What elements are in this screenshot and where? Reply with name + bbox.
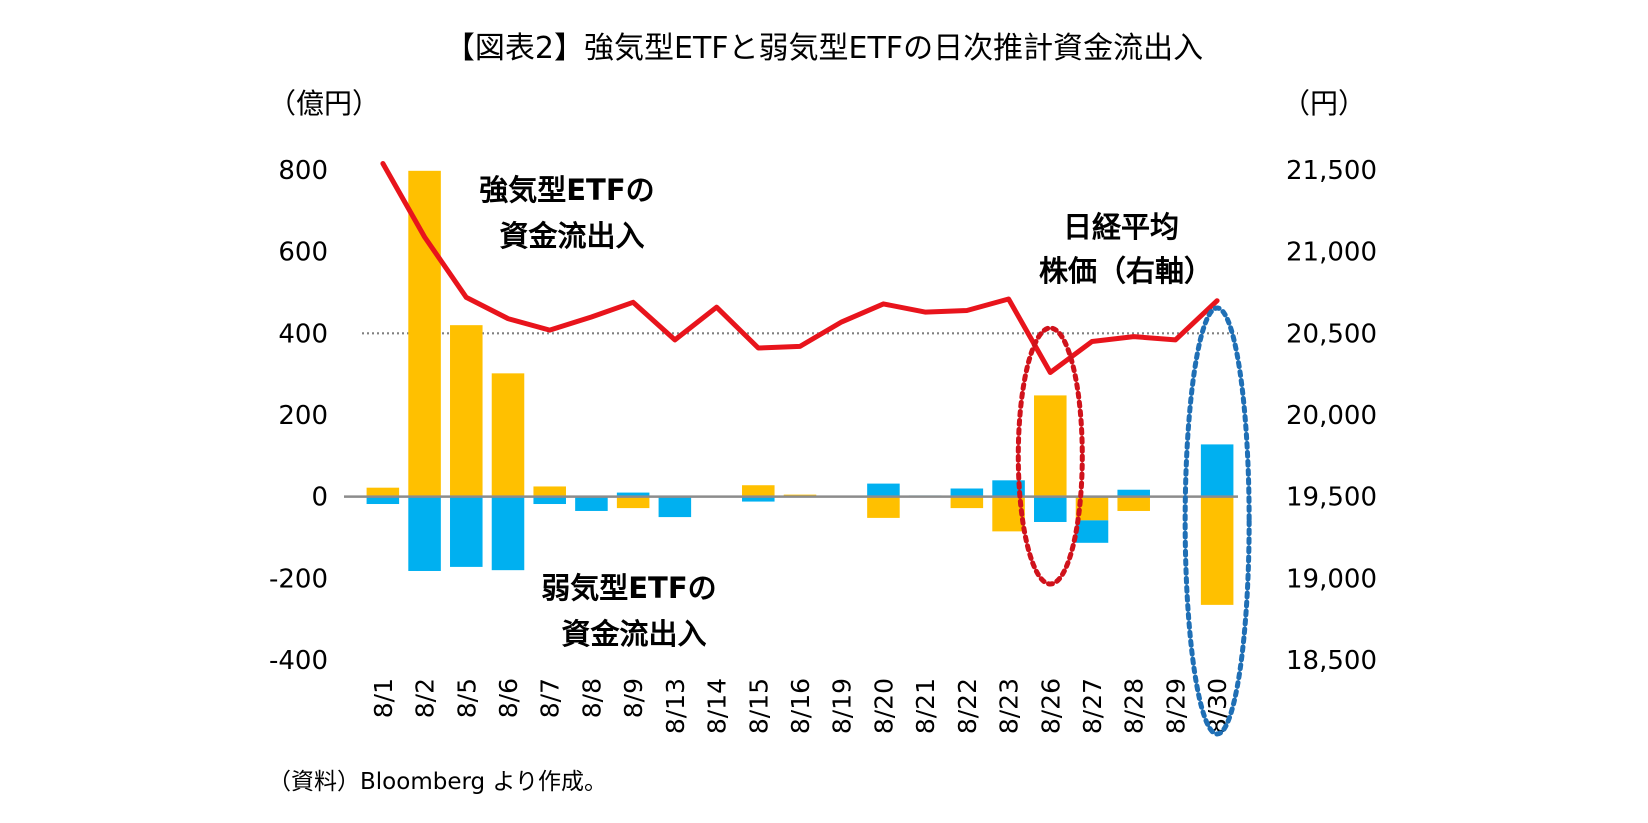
right-tick-label: 20,500 xyxy=(1286,319,1377,349)
bear-etf-bar-8/20 xyxy=(867,483,900,497)
x-tick-label: 8/2 xyxy=(411,678,440,718)
bear-etf-bar-8/2 xyxy=(408,496,441,571)
highlight-ellipse-8/30 xyxy=(1182,305,1252,737)
chart-title: 【図表2】強気型ETFと弱気型ETFの日次推計資金流出入 xyxy=(445,31,1203,66)
bull-etf-bar-8/7 xyxy=(533,486,566,497)
x-tick-label: 8/16 xyxy=(786,678,815,734)
left-tick-label: 400 xyxy=(278,319,328,349)
bull-etf-bar-8/30 xyxy=(1200,496,1234,605)
bear-etf-bar-8/15 xyxy=(742,496,775,502)
x-tick-label: 8/7 xyxy=(536,678,565,718)
highlight-layer xyxy=(1015,305,1252,737)
bull-etf-bar-8/20 xyxy=(867,496,900,518)
x-tick-label: 8/27 xyxy=(1078,678,1107,734)
right-axis-unit: （円） xyxy=(1282,87,1366,120)
bear-etf-bar-8/9 xyxy=(616,492,650,497)
bull-etf-label-line2: 資金流出入 xyxy=(499,219,644,253)
bull-etf-bar-8/5 xyxy=(450,325,483,497)
bull-etf-bar-8/1 xyxy=(366,487,400,497)
bull-etf-bar-8/27 xyxy=(1075,496,1109,521)
ticks-layer: -400 -200 0 200 400 600 800 18,500 19,000 19,500 2… xyxy=(269,156,1377,734)
bear-etf-bar-8/30 xyxy=(1200,444,1234,497)
x-tick-label: 8/6 xyxy=(494,678,523,718)
bull-etf-bar-8/28 xyxy=(1117,496,1150,511)
bear-etf-label-line2: 資金流出入 xyxy=(561,617,706,651)
bear-etf-label-line1: 弱気型ETFの xyxy=(541,571,716,605)
bull-etf-bar-8/26 xyxy=(1034,395,1067,497)
left-tick-label: -200 xyxy=(269,564,328,594)
bull-etf-label-line1: 強気型ETFの xyxy=(479,173,654,207)
bull-etf-bar-8/15 xyxy=(742,485,775,497)
bear-etf-bar-8/8 xyxy=(575,496,608,511)
bear-etf-bar-8/26 xyxy=(1034,496,1067,522)
right-tick-label: 20,000 xyxy=(1286,401,1377,431)
nikkei-label-line1: 日経平均 xyxy=(1063,210,1179,244)
x-tick-label: 8/1 xyxy=(369,678,398,718)
bull-etf-label: 強気型ETFの 資金流出入 xyxy=(479,173,665,253)
source-note: （資料）Bloomberg より作成。 xyxy=(268,769,607,795)
line-layer xyxy=(380,161,1220,375)
x-tick-label: 8/20 xyxy=(869,678,898,734)
right-tick-label: 21,000 xyxy=(1286,238,1377,268)
bear-etf-bar-8/7 xyxy=(533,496,566,505)
x-tick-label: 8/29 xyxy=(1161,678,1190,734)
x-tick-label: 8/9 xyxy=(619,678,648,718)
left-tick-label: 0 xyxy=(311,483,328,513)
x-tick-label: 8/14 xyxy=(703,678,732,734)
bear-etf-bar-8/13 xyxy=(658,496,692,518)
bars-layer xyxy=(366,170,1234,605)
x-tick-label: 8/22 xyxy=(953,678,982,734)
left-axis-unit: （億円） xyxy=(268,87,380,120)
left-tick-label: 600 xyxy=(278,238,328,268)
nikkei-line xyxy=(380,161,1220,375)
bear-etf-label: 弱気型ETFの 資金流出入 xyxy=(541,571,727,651)
x-tick-label: 8/8 xyxy=(577,678,606,718)
x-tick-label: 8/13 xyxy=(661,678,690,734)
x-tick-label: 8/28 xyxy=(1120,678,1149,734)
left-tick-label: 200 xyxy=(278,401,328,431)
x-tick-label: 8/23 xyxy=(995,678,1024,734)
highlight-ellipse-8/26 xyxy=(1015,325,1085,587)
right-tick-label: 19,000 xyxy=(1286,564,1377,594)
x-tick-label: 8/19 xyxy=(828,678,857,734)
bull-etf-bar-8/22 xyxy=(950,496,984,509)
x-tick-label: 8/26 xyxy=(1036,678,1065,734)
right-tick-label: 19,500 xyxy=(1286,483,1377,513)
bear-etf-bar-8/1 xyxy=(366,496,400,505)
bear-etf-bar-8/6 xyxy=(491,496,525,571)
left-tick-label: -400 xyxy=(269,646,328,676)
x-tick-label: 8/15 xyxy=(744,678,773,734)
x-tick-label: 8/21 xyxy=(911,678,940,734)
bear-etf-bar-8/27 xyxy=(1075,520,1109,543)
right-tick-label: 18,500 xyxy=(1286,646,1377,676)
bear-etf-bar-8/28 xyxy=(1117,489,1150,497)
x-tick-label: 8/5 xyxy=(452,678,481,718)
bear-etf-bar-8/22 xyxy=(950,488,984,497)
left-tick-label: 800 xyxy=(278,156,328,186)
bull-etf-bar-8/9 xyxy=(616,496,650,509)
bear-etf-bar-8/5 xyxy=(450,496,483,567)
bull-etf-bar-8/6 xyxy=(491,373,525,497)
nikkei-label-line2: 株価（右軸） xyxy=(1039,254,1213,288)
right-tick-label: 21,500 xyxy=(1286,156,1377,186)
nikkei-label: 日経平均 株価（右軸） xyxy=(1039,210,1213,288)
bull-etf-bar-8/2 xyxy=(408,170,441,497)
